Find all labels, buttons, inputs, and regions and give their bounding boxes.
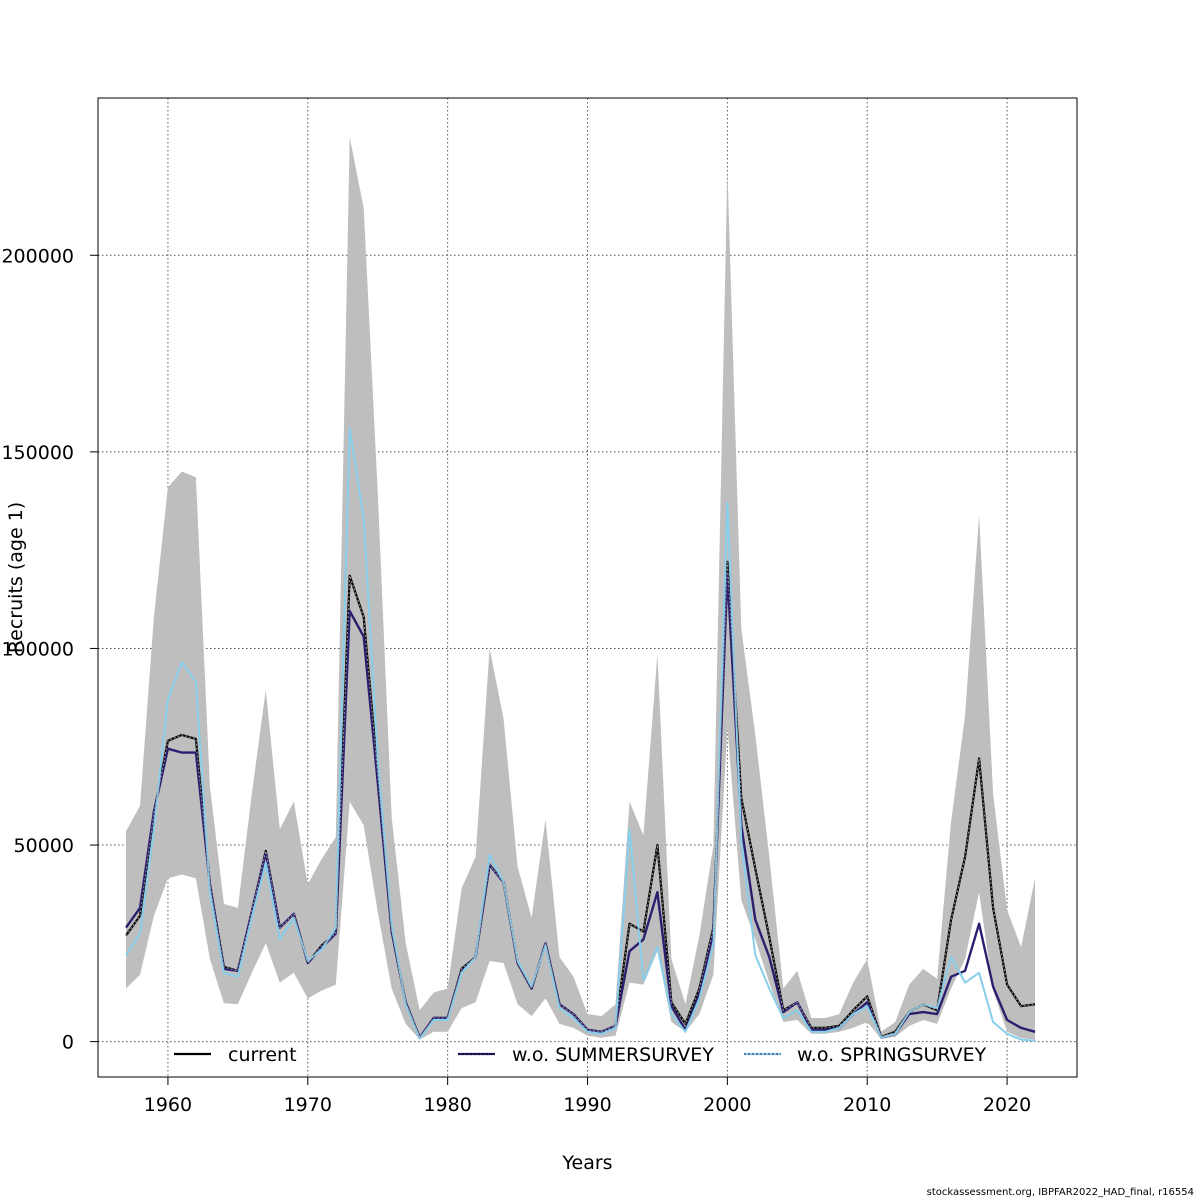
y-tick-label: 100000 (1, 638, 74, 660)
legend: current w.o. SUMMERSURVEY w.o. SPRINGSURVE… (174, 1044, 987, 1066)
series-line-1-overlay (125, 561, 1036, 1039)
series-line-3 (125, 427, 1036, 1042)
x-tick-label: 2020 (983, 1094, 1031, 1116)
x-axis-label: Years (561, 1152, 612, 1174)
y-tick-label: 50000 (14, 835, 74, 857)
series-layer (125, 427, 1036, 1042)
x-tick-label: 1960 (144, 1094, 192, 1116)
x-tick-label: 1970 (284, 1094, 332, 1116)
y-axis-label: Recruits (age 1) (5, 502, 27, 653)
y-tick-label: 150000 (1, 442, 74, 464)
legend-label: w.o. SPRINGSURVEY (797, 1044, 987, 1066)
grid-lines (98, 98, 1077, 1077)
y-tick-label: 0 (62, 1032, 74, 1054)
x-tick-label: 1990 (563, 1094, 611, 1116)
x-tick-label: 2000 (703, 1094, 751, 1116)
y-axis: 0 50000 100000 150000 200000 (1, 245, 98, 1054)
confidence-band-layer (126, 137, 1035, 1040)
footer-credit: stockassessment.org, IBPFAR2022_HAD_fina… (926, 1187, 1194, 1198)
x-tick-label: 2010 (843, 1094, 891, 1116)
legend-label: w.o. SUMMERSURVEY (512, 1044, 714, 1066)
x-axis: 1960 1970 1980 1990 2000 2010 2020 (144, 1077, 1031, 1116)
legend-label: current (228, 1044, 297, 1066)
x-tick-label: 1980 (423, 1094, 471, 1116)
confidence-band (126, 137, 1035, 1040)
y-tick-label: 200000 (1, 245, 74, 267)
